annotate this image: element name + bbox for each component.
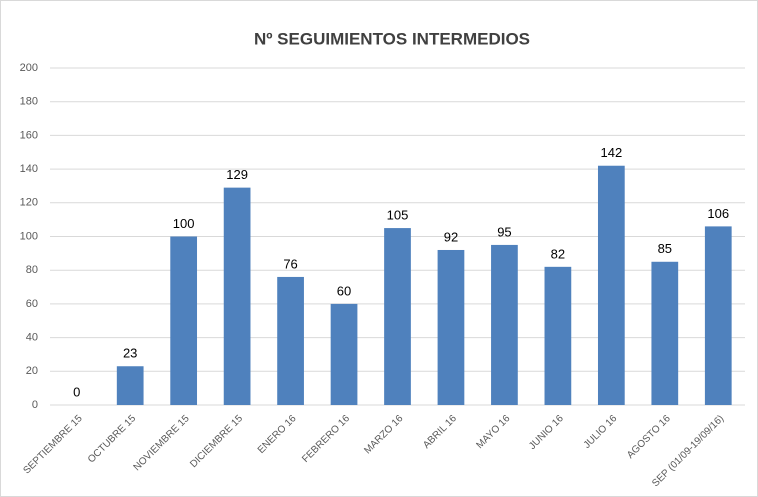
bar — [651, 261, 679, 405]
bar — [704, 226, 732, 405]
data-label: 142 — [600, 145, 622, 160]
data-label: 129 — [226, 167, 248, 182]
data-label: 23 — [123, 346, 137, 361]
data-label: 106 — [707, 206, 729, 221]
data-label: 100 — [173, 216, 195, 231]
data-label: 105 — [387, 208, 409, 223]
data-label: 82 — [551, 246, 565, 261]
y-tick-label: 140 — [20, 163, 38, 175]
y-tick-label: 40 — [26, 332, 38, 344]
y-tick-label: 180 — [20, 96, 38, 108]
bar — [384, 228, 411, 405]
data-label: 95 — [497, 224, 511, 239]
bar — [116, 366, 144, 405]
y-tick-label: 160 — [20, 129, 38, 141]
bar — [437, 249, 465, 405]
bar — [223, 187, 251, 405]
y-tick-label: 60 — [26, 298, 38, 310]
y-tick-label: 20 — [26, 365, 38, 377]
chart-title: Nº SEGUIMIENTOS INTERMEDIOS — [254, 29, 530, 48]
bar — [277, 276, 304, 405]
y-tick-label: 200 — [20, 62, 38, 74]
bar — [330, 303, 358, 405]
bar — [491, 244, 518, 405]
data-label: 60 — [337, 283, 351, 298]
bar — [597, 165, 625, 405]
bar — [170, 236, 198, 405]
data-label: 85 — [658, 241, 672, 256]
y-tick-label: 80 — [26, 264, 38, 276]
data-label: 0 — [73, 384, 80, 399]
data-label: 76 — [283, 256, 297, 271]
bar — [544, 266, 572, 405]
data-label: 92 — [444, 229, 458, 244]
y-tick-label: 0 — [32, 399, 38, 411]
y-tick-label: 120 — [20, 197, 38, 209]
y-tick-label: 100 — [20, 230, 38, 242]
